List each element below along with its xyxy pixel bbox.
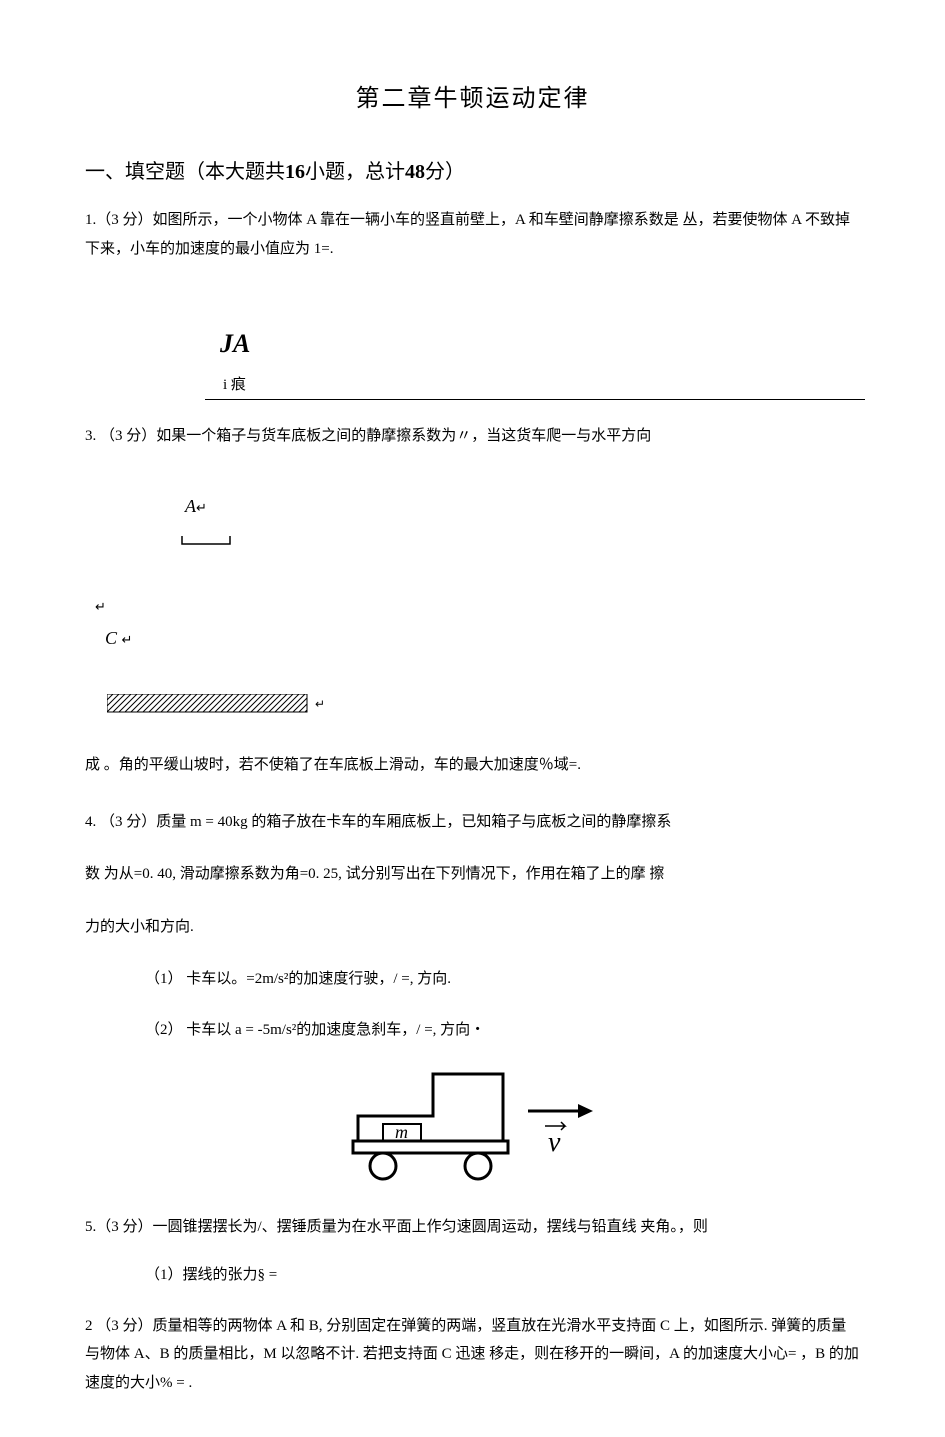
question-5-sub1: （1）摆线的张力§ = [145, 1261, 860, 1290]
question-3: 3. （3 分）如果一个箱子与货车底板之间的静摩擦系数为〃，当这货车爬一与水平方… [85, 422, 860, 451]
question-4-sub1: （1） 卡车以。=2m/s²的加速度行驶，/ =, 方向. [145, 965, 860, 994]
section-header: 一、填空题（本大题共16小题，总计48分） [85, 156, 860, 188]
section-prefix: 一、填空题（本大题共 [85, 161, 285, 183]
hatch-arrow: ↵ [315, 697, 325, 711]
a-arrow: ↵ [196, 500, 207, 515]
section-points: 48 [405, 161, 425, 183]
section-count: 16 [285, 161, 305, 183]
figure-ja: JA [220, 323, 860, 365]
question-4-line2: 数 为从=0. 40, 滑动摩擦系数为角=0. 25, 试分别写出在下列情况下，… [85, 860, 860, 889]
truck-figure: m v [85, 1066, 860, 1195]
v-label: v [548, 1127, 561, 1158]
question-3-cont: 成 。角的平缓山坡时，若不使箱了在车底板上滑动，车的最大加速度％域=. [85, 751, 860, 780]
ja-label: JA [220, 329, 250, 358]
hatch-block: ↵ [107, 694, 860, 723]
truck-icon: m v [323, 1066, 623, 1186]
question-4-line1: 4. （3 分）质量 m = 40kg 的箱子放在卡车的车厢底板上，已知箱子与底… [85, 808, 860, 837]
hatch-pattern-icon: ↵ [107, 694, 327, 714]
small-arrow-mark: ↵ [95, 597, 860, 618]
bracket-icon [180, 534, 240, 548]
question-4-line3: 力的大小和方向. [85, 913, 860, 942]
c-label: C ↵ [105, 624, 860, 653]
ja-sub: i 痕 [223, 377, 246, 393]
question-4-sub2: （2） 卡车以 a = -5m/s²的加速度急刹车，/ =, 方向・ [145, 1016, 860, 1045]
c-letter: C [105, 628, 117, 648]
c-arrow: ↵ [122, 632, 133, 647]
underline-row: i 痕 [205, 373, 865, 400]
section-mid: 小题，总计 [305, 161, 405, 183]
question-1: 1.（3 分）如图所示，一个小物体 A 靠在一辆小车的竖直前壁上，A 和车壁间静… [85, 206, 860, 263]
question-5: 5.（3 分）一圆锥摆摆长为/、摆锤质量为在水平面上作匀速圆周运动，摆线与铅直线… [85, 1213, 860, 1242]
figure-a-bracket [180, 531, 860, 557]
section-suffix: 分） [425, 161, 465, 183]
chapter-title: 第二章牛顿运动定律 [85, 80, 860, 118]
a-letter: A [185, 496, 196, 516]
m-label: m [395, 1122, 408, 1142]
question-2-bottom: 2 （3 分）质量相等的两物体 A 和 B, 分别固定在弹簧的两端，竖直放在光滑… [85, 1312, 860, 1398]
figure-a-label: A↵ [185, 492, 860, 521]
